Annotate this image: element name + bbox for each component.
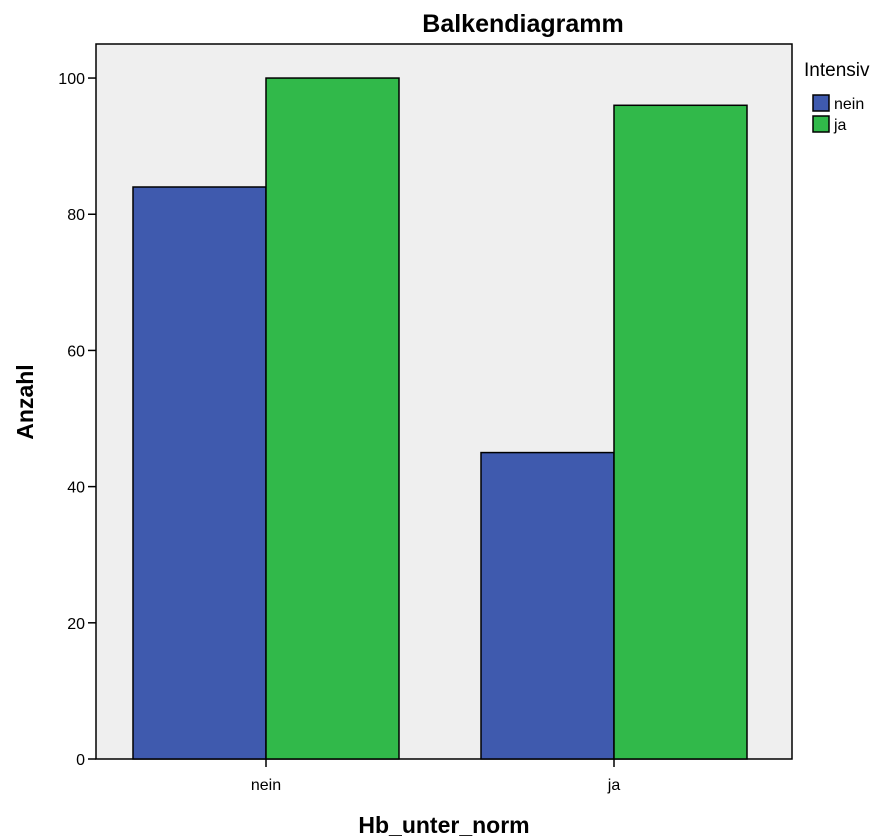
- legend: Intensiv nein ja: [804, 60, 870, 134]
- legend-label: ja: [833, 117, 847, 134]
- x-axis-title: Hb_unter_norm: [358, 812, 529, 838]
- legend-swatch: [812, 115, 830, 133]
- y-tick-label: 40: [67, 480, 85, 497]
- y-tick-label: 80: [67, 207, 85, 224]
- bar-ja-nein: [480, 451, 615, 760]
- chart-title: Balkendiagramm: [422, 10, 623, 38]
- y-tick-label: 100: [58, 71, 85, 88]
- x-axis: nein ja: [251, 759, 620, 794]
- y-axis-title: Anzahl: [12, 364, 38, 439]
- x-tick-label: nein: [251, 777, 281, 794]
- legend-label: nein: [834, 96, 864, 113]
- bar-nein-nein: [132, 186, 267, 760]
- y-tick-label: 20: [67, 616, 85, 633]
- y-tick-label: 60: [67, 343, 85, 360]
- bar-ja-ja: [613, 104, 748, 760]
- y-tick-label: 0: [76, 752, 85, 769]
- bars: [132, 77, 748, 760]
- bar-nein-ja: [265, 77, 400, 760]
- x-tick-label: ja: [607, 777, 621, 794]
- y-axis: 0 20 40 60 80 100: [58, 71, 96, 769]
- legend-swatch: [812, 94, 830, 112]
- legend-title: Intensiv: [804, 60, 870, 81]
